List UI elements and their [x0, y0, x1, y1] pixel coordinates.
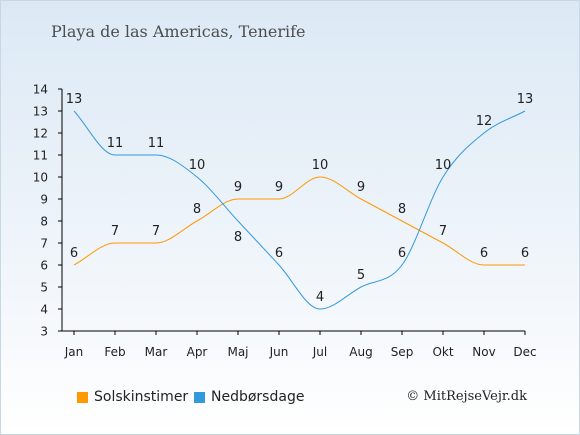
- y-tick-label: 10: [33, 171, 48, 185]
- data-labels: 6 13 7 11 7 11 8 10 9 8 9 6 10 4 9 5 8 6 7 10 6 12 6 13: [66, 92, 534, 305]
- series-line-rain: [73, 110, 526, 310]
- y-tick-label: 14: [33, 83, 48, 97]
- data-label-sun: 6: [480, 246, 488, 261]
- axes: 3 4 5 6 7 8 9 10 11 12 13 14 Jan Feb Mar Apr Maj Jun Jul Au…: [33, 83, 537, 360]
- legend-swatch-rain: [194, 391, 205, 403]
- data-label-sun: 10: [312, 158, 329, 173]
- x-tick-label: Apr: [187, 345, 208, 359]
- data-label-sun: 6: [521, 246, 529, 261]
- data-label-sun: 6: [70, 246, 78, 261]
- y-tick-label: 6: [40, 259, 48, 273]
- y-tick-label: 3: [40, 325, 48, 339]
- data-label-rain: 6: [398, 246, 406, 261]
- data-label-sun: 7: [439, 224, 447, 239]
- data-label-rain: 10: [189, 158, 206, 173]
- y-tick-label: 13: [33, 105, 48, 119]
- data-label-rain: 6: [275, 246, 283, 261]
- data-label-rain: 11: [148, 136, 165, 151]
- chart-title: Playa de las Americas, Tenerife: [51, 22, 306, 41]
- credit-text: © MitRejseVejr.dk: [406, 389, 527, 404]
- x-tick-label: Jul: [312, 345, 327, 359]
- legend-swatch-sun: [77, 391, 88, 403]
- y-tick-label: 8: [40, 215, 48, 229]
- data-label-rain: 8: [234, 230, 242, 245]
- y-tick-label: 5: [40, 281, 48, 295]
- x-tick-label: Maj: [227, 345, 248, 359]
- x-tick-label: Dec: [513, 345, 536, 359]
- legend-item-sun: Solskinstimer: [77, 389, 188, 405]
- x-tick-label: Aug: [349, 345, 372, 359]
- data-label-rain: 12: [476, 114, 493, 129]
- data-label-sun: 8: [398, 202, 406, 217]
- data-label-sun: 9: [234, 180, 242, 195]
- y-tick-label: 9: [40, 193, 48, 207]
- data-label-sun: 7: [111, 224, 119, 239]
- y-tick-label: 12: [33, 127, 48, 141]
- data-label-rain: 13: [517, 92, 534, 107]
- data-label-rain: 10: [435, 158, 452, 173]
- legend-label-sun: Solskinstimer: [94, 389, 189, 405]
- data-label-sun: 9: [275, 180, 283, 195]
- data-label-sun: 7: [152, 224, 160, 239]
- data-label-rain: 5: [357, 268, 365, 283]
- legend-item-rain: Nedbørsdage: [194, 389, 304, 405]
- data-label-sun: 8: [193, 202, 201, 217]
- y-tick-label: 4: [40, 303, 48, 317]
- legend-label-rain: Nedbørsdage: [211, 389, 305, 405]
- data-label-sun: 9: [357, 180, 365, 195]
- x-tick-label: Okt: [432, 345, 453, 359]
- data-label-rain: 13: [66, 92, 83, 107]
- data-label-rain: 4: [316, 290, 324, 305]
- x-tick-label: Sep: [391, 345, 414, 359]
- x-tick-label: Feb: [104, 345, 125, 359]
- x-tick-label: Jun: [269, 345, 289, 359]
- series-line-sun: [73, 176, 525, 266]
- y-tick-label: 11: [33, 149, 48, 163]
- data-label-rain: 11: [107, 136, 124, 151]
- x-tick-label: Nov: [472, 345, 495, 359]
- series-lines: [73, 110, 526, 310]
- y-tick-label: 7: [40, 237, 48, 251]
- x-tick-label: Jan: [64, 345, 84, 359]
- x-tick-label: Mar: [145, 345, 168, 359]
